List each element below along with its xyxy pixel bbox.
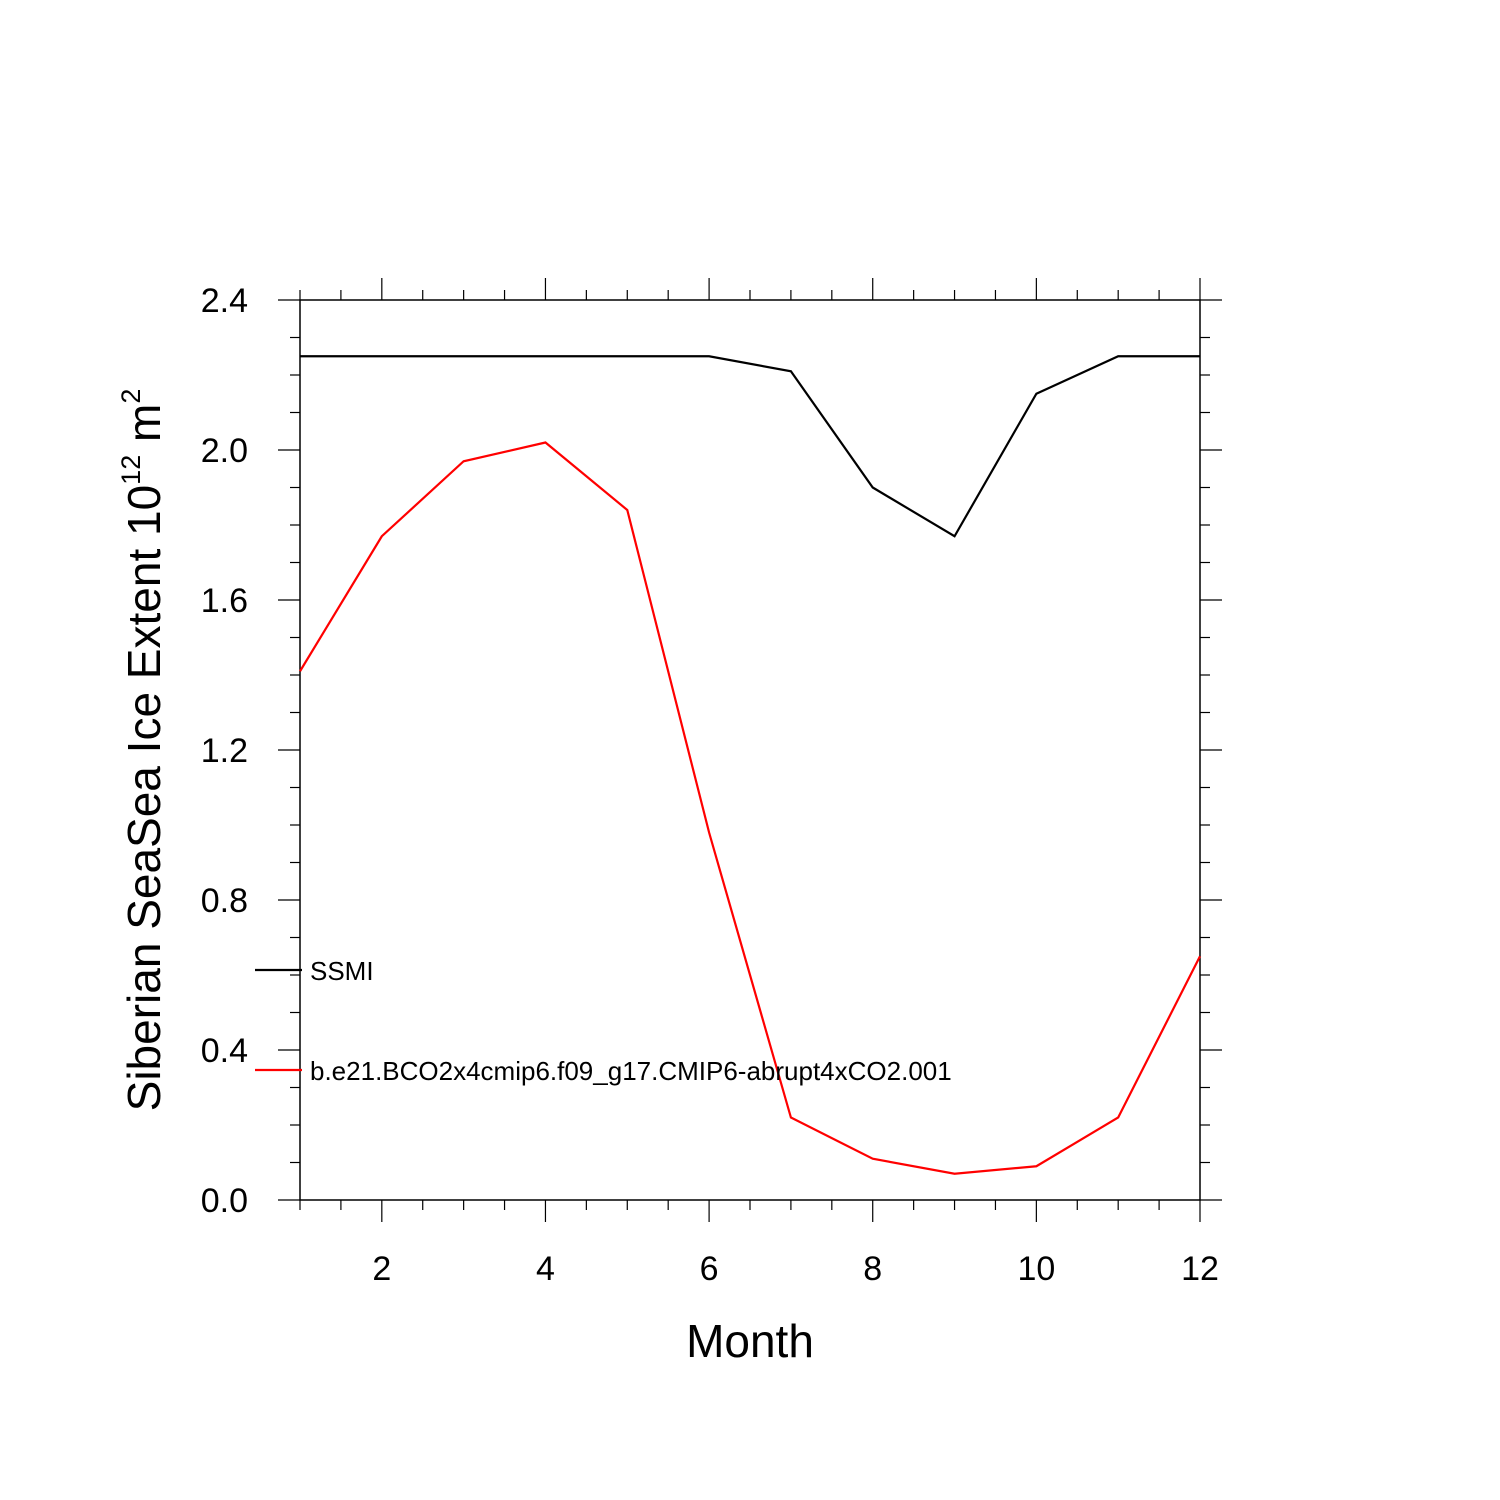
y-axis-title: Siberian SeaSea Ice Extent 1012 m2 <box>116 389 170 1112</box>
legend-label: SSMI <box>310 956 374 986</box>
y-tick-label: 1.2 <box>201 732 248 770</box>
x-tick-label: 4 <box>536 1250 555 1288</box>
x-tick-label: 12 <box>1181 1250 1219 1288</box>
y-tick-label: 2.4 <box>201 282 248 320</box>
y-axis-title-exponent: 12 <box>116 455 146 485</box>
x-tick-label: 2 <box>372 1250 391 1288</box>
legend: SSMI b.e21.BCO2x4cmip6.f09_g17.CMIP6-abru… <box>255 956 952 1086</box>
series-line-2 <box>299 441 1201 1175</box>
tick-labels: 2 4 6 8 10 12 0.0 0.4 0.8 1.2 1.6 2.0 2.4 <box>201 282 1219 1288</box>
y-tick-label: 0.0 <box>201 1182 248 1220</box>
y-tick-label: 0.4 <box>201 1032 248 1070</box>
series-lines <box>299 355 1201 1175</box>
series-line-1 <box>300 355 1200 538</box>
y-axis-title-unit-exponent: 2 <box>116 389 146 404</box>
y-tick-label: 0.8 <box>201 882 248 920</box>
legend-label: b.e21.BCO2x4cmip6.f09_g17.CMIP6-abrupt4x… <box>310 1056 952 1086</box>
plot-frame <box>299 299 1201 1201</box>
x-tick-label: 6 <box>700 1250 719 1288</box>
y-axis-title-unit: m <box>118 404 170 455</box>
axis-ticks <box>278 278 1222 1222</box>
y-tick-label: 1.6 <box>201 582 248 620</box>
x-tick-label: 8 <box>863 1250 882 1288</box>
y-axis-title-main: Siberian SeaSea Ice Extent 10 <box>118 485 170 1112</box>
x-tick-label: 10 <box>1017 1250 1055 1288</box>
x-axis-title: Month <box>686 1315 814 1367</box>
y-tick-label: 2.0 <box>201 432 248 470</box>
